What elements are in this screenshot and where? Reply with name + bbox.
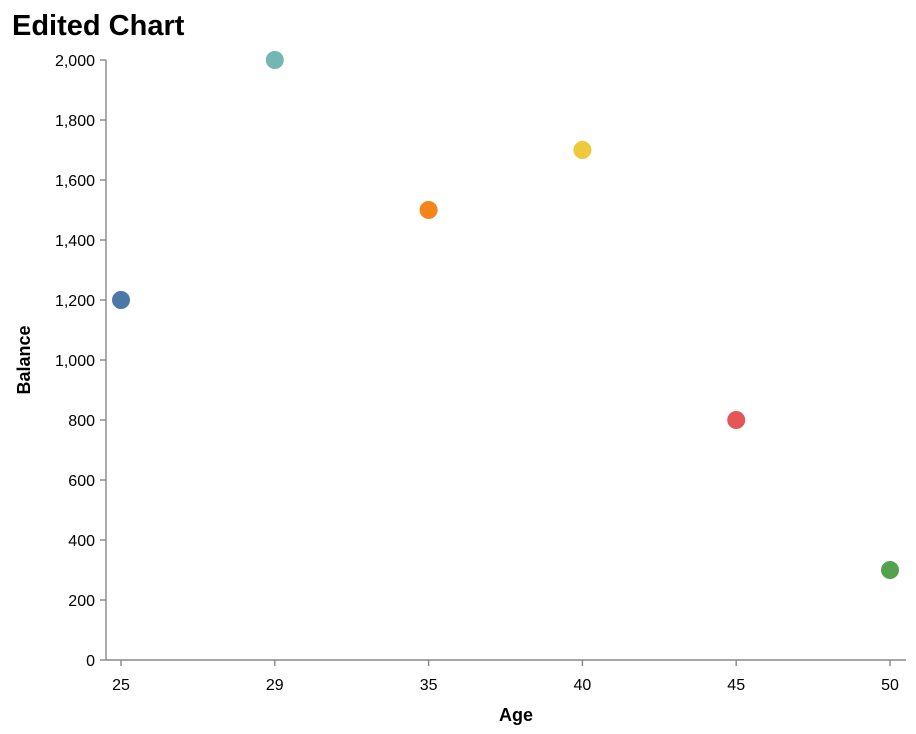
- x-tick-label: 40: [574, 677, 592, 694]
- y-tick-label: 0: [86, 653, 95, 670]
- x-tick-label: 50: [881, 677, 899, 694]
- y-axis-title: Balance: [14, 325, 34, 394]
- data-point[interactable]: [112, 291, 130, 309]
- y-tick-label: 400: [68, 533, 95, 550]
- x-tick-label: 25: [112, 677, 130, 694]
- y-tick-label: 600: [68, 473, 95, 490]
- y-tick-label: 1,600: [55, 173, 95, 190]
- y-tick-label: 2,000: [55, 53, 95, 70]
- data-point[interactable]: [265, 51, 284, 69]
- data-point[interactable]: [573, 141, 592, 159]
- data-point[interactable]: [419, 201, 438, 219]
- chart-title: Edited Chart: [12, 10, 185, 42]
- data-points: [112, 51, 899, 579]
- data-point[interactable]: [727, 411, 746, 429]
- y-tick-label: 1,200: [55, 293, 95, 310]
- x-tick-label: 35: [420, 677, 438, 694]
- y-tick-label: 800: [68, 413, 95, 430]
- x-tick-label: 45: [727, 677, 745, 694]
- y-tick-label: 1,000: [55, 353, 95, 370]
- y-tick-label: 200: [68, 593, 95, 610]
- data-point[interactable]: [881, 561, 899, 579]
- y-tick-label: 1,400: [55, 233, 95, 250]
- y-axis: 0 200 400 600 800 1,000 1,200 1,400 1,600 1,800 2,…: [55, 53, 107, 670]
- x-axis-title: Age: [499, 705, 533, 725]
- y-tick-label: 1,800: [55, 113, 95, 130]
- x-axis: 25 29 35 40 45 50: [106, 659, 906, 694]
- x-tick-label: 29: [266, 677, 284, 694]
